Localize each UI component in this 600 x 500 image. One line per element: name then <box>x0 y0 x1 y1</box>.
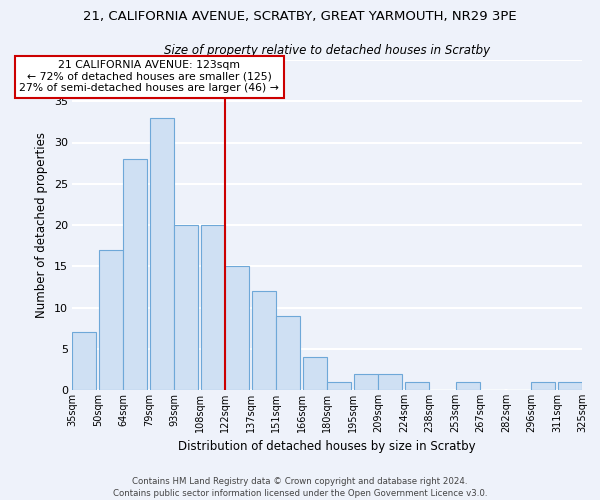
Bar <box>557 382 582 390</box>
Bar <box>327 382 352 390</box>
X-axis label: Distribution of detached houses by size in Scratby: Distribution of detached houses by size … <box>178 440 476 454</box>
Bar <box>98 250 123 390</box>
Bar <box>353 374 378 390</box>
Title: Size of property relative to detached houses in Scratby: Size of property relative to detached ho… <box>164 44 490 58</box>
Bar <box>276 316 301 390</box>
Bar <box>378 374 403 390</box>
Bar <box>72 332 97 390</box>
Bar <box>404 382 429 390</box>
Text: 21, CALIFORNIA AVENUE, SCRATBY, GREAT YARMOUTH, NR29 3PE: 21, CALIFORNIA AVENUE, SCRATBY, GREAT YA… <box>83 10 517 23</box>
Y-axis label: Number of detached properties: Number of detached properties <box>35 132 48 318</box>
Bar <box>174 225 199 390</box>
Text: 21 CALIFORNIA AVENUE: 123sqm
← 72% of detached houses are smaller (125)
27% of s: 21 CALIFORNIA AVENUE: 123sqm ← 72% of de… <box>19 60 280 93</box>
Bar <box>225 266 250 390</box>
Bar <box>123 159 148 390</box>
Bar <box>455 382 480 390</box>
Bar <box>149 118 174 390</box>
Text: Contains HM Land Registry data © Crown copyright and database right 2024.
Contai: Contains HM Land Registry data © Crown c… <box>113 476 487 498</box>
Bar <box>531 382 556 390</box>
Bar <box>251 291 276 390</box>
Bar <box>302 357 327 390</box>
Bar <box>200 225 225 390</box>
